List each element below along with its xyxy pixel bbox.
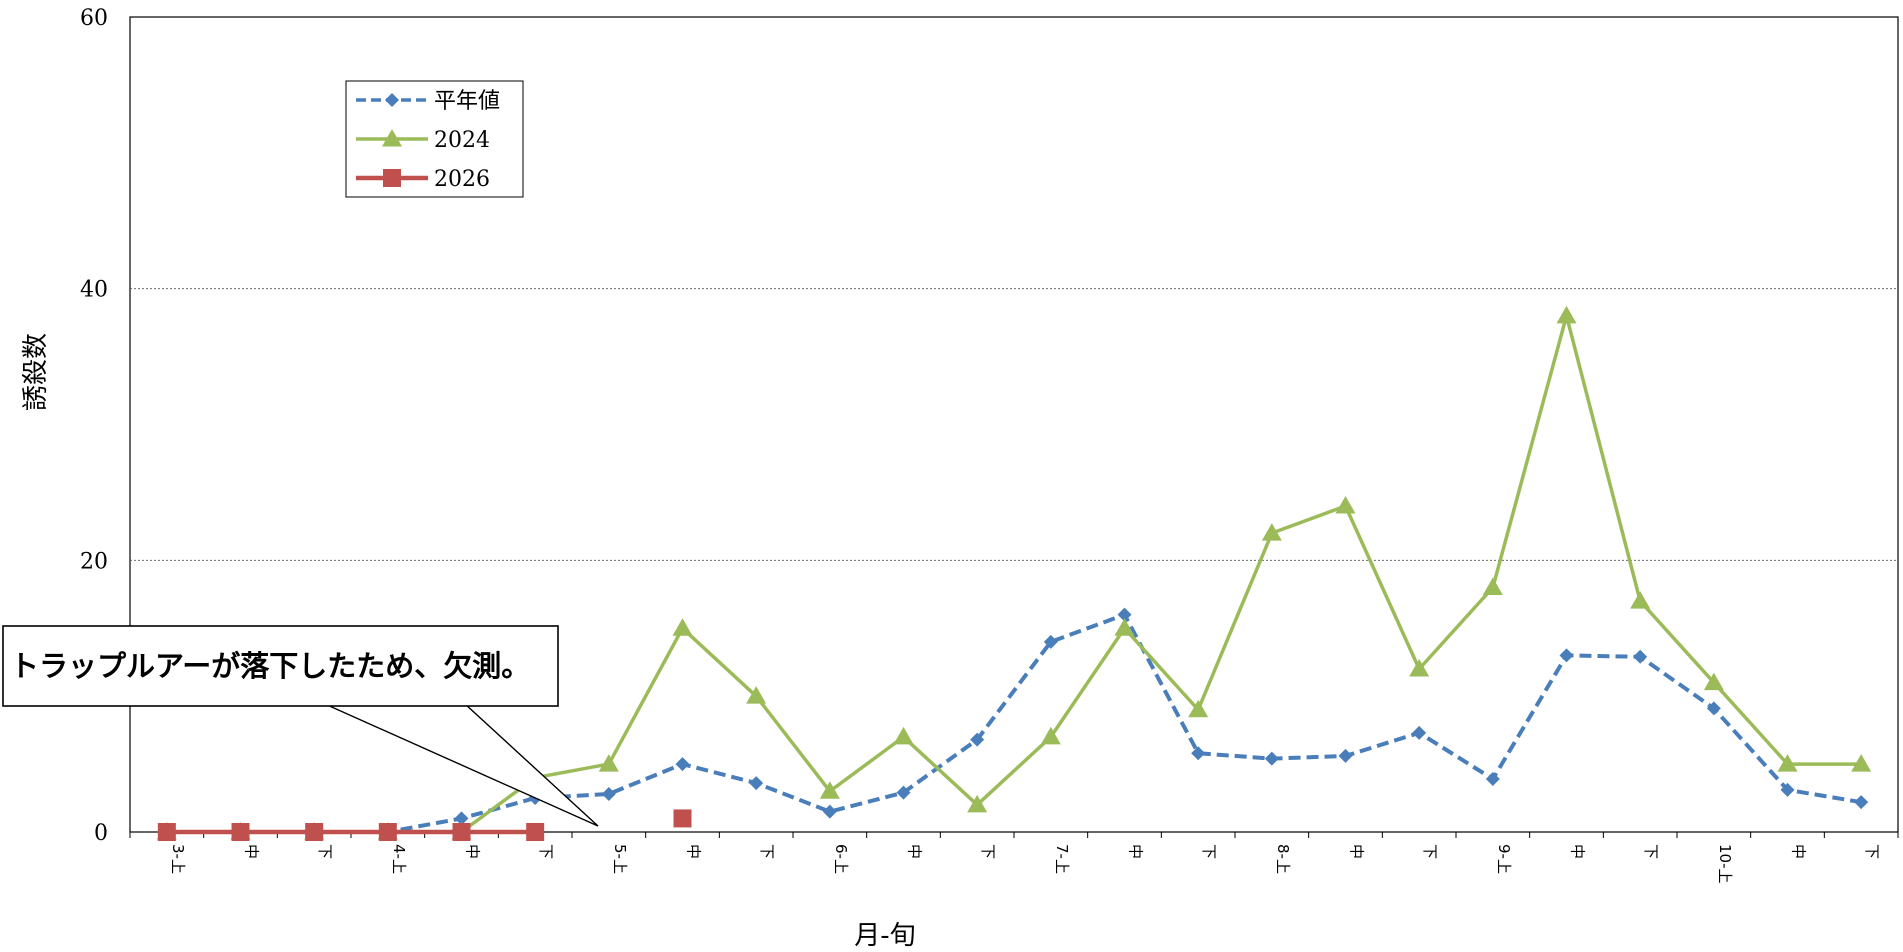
data-point (1777, 754, 1798, 772)
data-point (378, 823, 397, 841)
data-point (896, 785, 911, 800)
x-tick-label: 5-上 (611, 844, 629, 874)
data-point (1780, 782, 1795, 797)
series-group (156, 305, 1872, 841)
x-tick-label: 下 (979, 844, 997, 859)
data-point (822, 804, 837, 819)
data-point (598, 754, 619, 772)
data-point (526, 823, 545, 841)
legend-label: 2024 (434, 128, 490, 153)
annotation-callout: トラップルアーが落下したため、欠測。 (2, 625, 599, 827)
callout-text: トラップルアーが落下したため、欠測。 (10, 649, 530, 683)
legend-label: 2026 (434, 167, 490, 192)
data-point (893, 726, 914, 745)
x-tick-label: 下 (1200, 844, 1218, 859)
series-2 (156, 305, 1872, 840)
data-point (819, 781, 840, 799)
data-point (1706, 701, 1721, 716)
y-tick-label: 0 (94, 821, 108, 846)
data-point (452, 823, 471, 841)
y-tick-label: 40 (80, 278, 108, 303)
data-point (1040, 726, 1061, 745)
series-line (166, 612, 1862, 834)
x-tick-label: 8-上 (1274, 844, 1292, 874)
x-tick-label: 10-上 (1716, 844, 1734, 884)
data-point (1703, 672, 1724, 691)
callout-box (2, 625, 559, 707)
data-point (1114, 618, 1135, 636)
y-axis-label: 誘殺数 (21, 333, 51, 411)
data-point (1409, 659, 1430, 677)
legend-marker (385, 93, 399, 107)
x-tick-label: 9-上 (1495, 844, 1513, 874)
x-tick-label: 中 (1790, 844, 1808, 859)
data-point (970, 732, 985, 747)
data-point (1338, 748, 1353, 763)
y-axis-ticks: 0 20 40 60 (80, 6, 108, 846)
y-tick-label: 60 (80, 6, 108, 31)
data-point (967, 794, 988, 813)
data-point (1556, 305, 1577, 324)
x-tick-label: 中 (1348, 844, 1366, 859)
data-point (673, 809, 692, 828)
x-tick-label: 下 (758, 844, 776, 859)
x-tick-label: 中 (243, 844, 261, 859)
data-point (1854, 795, 1869, 810)
legend-marker (382, 129, 402, 147)
legend-marker (383, 169, 401, 187)
gridlines (130, 288, 1898, 561)
x-tick-label: 下 (1421, 844, 1439, 859)
data-point (157, 823, 176, 841)
x-tick-label: 中 (906, 844, 924, 859)
data-point (1335, 496, 1356, 514)
data-point (601, 786, 616, 801)
legend: 平年値 2024 2026 (345, 80, 524, 198)
x-axis-label: 月-旬 (854, 921, 915, 951)
data-point (672, 618, 693, 636)
x-tick-label: 下 (537, 844, 555, 859)
x-tick-label: 中 (685, 844, 703, 859)
x-tick-label: 下 (1642, 844, 1660, 859)
data-point (749, 776, 764, 791)
data-point (1412, 725, 1427, 740)
data-point (1261, 523, 1282, 541)
x-tick-label: 6-上 (832, 844, 850, 874)
x-tick-label: 中 (1569, 844, 1587, 859)
x-tick-label: 下 (1863, 844, 1881, 859)
data-point (1191, 746, 1206, 761)
data-point (1482, 577, 1503, 595)
data-point (1559, 648, 1574, 663)
data-point (305, 823, 324, 841)
data-point (1633, 649, 1648, 664)
data-point (1043, 634, 1058, 649)
data-point (1485, 772, 1500, 787)
data-point (1264, 751, 1279, 766)
x-tick-label: 3-上 (169, 844, 187, 874)
data-point (1851, 754, 1872, 772)
data-point (231, 823, 250, 841)
x-tick-label: 7-上 (1053, 844, 1071, 874)
data-point (1188, 699, 1209, 718)
x-tick-label: 中 (1127, 844, 1145, 859)
data-point (1117, 607, 1132, 622)
x-tick-label: 中 (464, 844, 482, 859)
x-axis-ticks: 3-上 中 下 4-上 中 下 5-上 中 下 6-上 中 下 7-上 中 下 8-上 中 下 9-上 中 下 10-上 中… (129, 832, 1899, 884)
data-point (746, 686, 767, 704)
legend-label: 平年値 (434, 89, 500, 114)
y-tick-label: 20 (80, 549, 108, 574)
x-tick-label: 下 (316, 844, 334, 859)
data-point (675, 757, 690, 772)
x-tick-label: 4-上 (390, 844, 408, 874)
data-point (1630, 591, 1651, 609)
data-point (454, 811, 469, 826)
series-3 (157, 809, 692, 841)
